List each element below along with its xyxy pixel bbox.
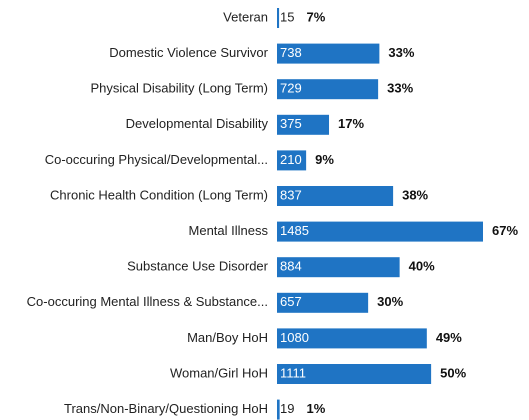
- value-label: 1080: [280, 330, 309, 345]
- share-label: 67%: [492, 223, 518, 238]
- value-label: 375: [280, 116, 302, 131]
- share-label: 17%: [338, 116, 364, 131]
- share-label: 9%: [315, 152, 334, 167]
- share-label: 38%: [402, 187, 428, 202]
- bar: [277, 221, 483, 242]
- value-label: 19: [280, 401, 294, 416]
- category-label: Trans/Non-Binary/Questioning HoH: [64, 401, 268, 416]
- share-label: 7%: [306, 9, 325, 24]
- value-label: 729: [280, 81, 302, 96]
- share-label: 33%: [388, 45, 414, 60]
- category-label: Physical Disability (Long Term): [91, 81, 269, 96]
- share-label: 49%: [436, 330, 462, 345]
- bar: [277, 399, 280, 420]
- value-label: 210: [280, 152, 302, 167]
- share-label: 33%: [387, 81, 413, 96]
- bar: [277, 8, 280, 28]
- bar: [277, 257, 400, 278]
- category-label: Co-occuring Mental Illness & Substance..…: [27, 294, 268, 309]
- category-label: Mental Illness: [189, 223, 269, 238]
- value-label: 1111: [280, 365, 306, 380]
- share-label: 1%: [306, 401, 325, 416]
- share-label: 40%: [409, 259, 435, 274]
- bar: [277, 328, 427, 349]
- share-label: 30%: [377, 294, 403, 309]
- category-label: Veteran: [223, 9, 268, 24]
- value-label: 657: [280, 294, 302, 309]
- value-label: 15: [280, 9, 294, 24]
- category-label: Co-occuring Physical/Developmental...: [45, 152, 268, 167]
- bar: [277, 186, 394, 206]
- value-label: 837: [280, 187, 302, 202]
- category-label: Developmental Disability: [126, 116, 269, 131]
- value-label: 738: [280, 45, 302, 60]
- category-label: Chronic Health Condition (Long Term): [50, 187, 268, 202]
- category-label: Man/Boy HoH: [187, 330, 268, 345]
- bar: [277, 79, 379, 100]
- share-label: 50%: [440, 365, 466, 380]
- category-label: Woman/Girl HoH: [170, 365, 268, 380]
- value-label: 1485: [280, 223, 309, 238]
- bar: [277, 364, 432, 384]
- category-label: Domestic Violence Survivor: [109, 45, 268, 60]
- bar: [277, 150, 307, 171]
- category-label: Substance Use Disorder: [127, 259, 269, 274]
- bar: [277, 292, 369, 313]
- bar: [277, 114, 330, 135]
- value-label: 884: [280, 259, 302, 274]
- bar: [277, 43, 380, 64]
